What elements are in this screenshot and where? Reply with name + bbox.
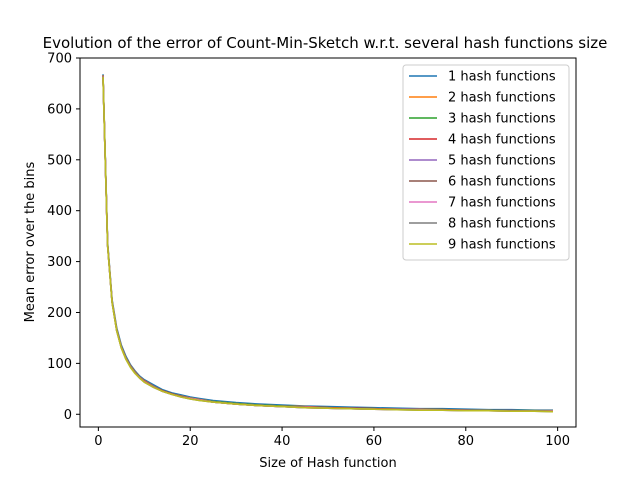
legend-label-6: 6 hash functions: [448, 175, 556, 190]
y-tick-label: 100: [47, 357, 72, 372]
legend-label-7: 7 hash functions: [448, 196, 556, 211]
legend-box: [402, 64, 570, 261]
y-axis-ticks: 0 100 200 300 400 500 600 700: [47, 52, 80, 423]
chart-title: Evolution of the error of Count-Min-Sket…: [43, 34, 608, 52]
y-tick-label: 200: [47, 306, 72, 321]
x-tick-label: 100: [545, 434, 570, 449]
legend-label-9: 9 hash functions: [448, 238, 556, 253]
x-axis-ticks: 0 20 40 60 80 100: [94, 427, 570, 449]
y-tick-label: 500: [47, 153, 72, 168]
y-axis-label: Mean error over the bins: [23, 161, 38, 322]
x-tick-label: 0: [94, 434, 102, 449]
legend-label-4: 4 hash functions: [448, 133, 556, 148]
series-line-9: [102, 76, 554, 413]
y-tick-label: 400: [47, 204, 72, 219]
x-tick-label: 40: [274, 434, 291, 449]
plot-frame: [79, 57, 577, 428]
legend: 1 hash functions 2 hash functions 3 hash f…: [402, 64, 570, 261]
x-tick-label: 20: [182, 434, 199, 449]
x-axis-label: Size of Hash function: [259, 456, 396, 471]
y-tick-label: 700: [47, 52, 72, 67]
plot-lines: [102, 74, 554, 413]
y-tick-label: 600: [47, 102, 72, 117]
legend-label-8: 8 hash functions: [448, 217, 556, 232]
legend-label-2: 2 hash functions: [448, 91, 556, 106]
x-tick-label: 60: [366, 434, 383, 449]
legend-label-3: 3 hash functions: [448, 112, 556, 127]
y-tick-label: 300: [47, 255, 72, 270]
x-tick-label: 80: [458, 434, 475, 449]
legend-label-1: 1 hash functions: [448, 70, 556, 85]
legend-label-5: 5 hash functions: [448, 154, 556, 169]
y-tick-label: 0: [64, 408, 72, 423]
